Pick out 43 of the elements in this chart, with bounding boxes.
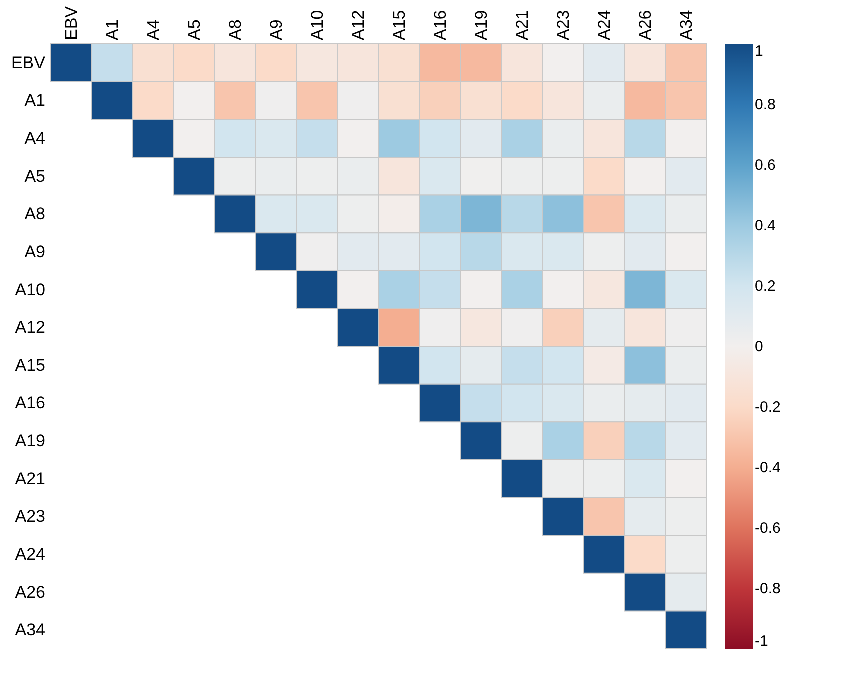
y-tick-label: A10 xyxy=(15,280,46,300)
y-tick-label: A21 xyxy=(15,469,46,488)
y-tick-label: A15 xyxy=(15,356,46,375)
y-tick-label: A4 xyxy=(24,129,46,148)
x-tick-label: A34 xyxy=(677,10,696,40)
x-tick-label: A19 xyxy=(472,10,491,40)
color-bar-label: 0.8 xyxy=(755,96,776,114)
x-tick-label: A24 xyxy=(595,10,614,40)
y-tick-label: EBV xyxy=(11,53,46,72)
color-bar-label: -0.4 xyxy=(755,460,781,476)
x-tick-label: A8 xyxy=(226,20,245,40)
x-tick-label: A1 xyxy=(103,20,122,40)
x-tick-label: EBV xyxy=(62,6,81,40)
y-tick-label: A23 xyxy=(15,507,46,526)
x-tick-label: A12 xyxy=(349,10,368,40)
color-bar-label: 0 xyxy=(755,338,764,356)
color-bar-label: 0.4 xyxy=(755,218,776,234)
color-bar-label: -0.8 xyxy=(755,580,781,598)
x-tick-label: A5 xyxy=(185,20,204,40)
x-tick-label: A4 xyxy=(144,20,163,40)
color-bar-label: 1 xyxy=(755,43,764,60)
x-tick-label: A16 xyxy=(431,10,450,40)
y-tick-label: A34 xyxy=(15,620,46,640)
y-tick-label: A24 xyxy=(15,544,46,564)
y-tick-label: A26 xyxy=(15,582,46,602)
y-tick-label: A19 xyxy=(15,432,46,451)
color-bar-label: -0.6 xyxy=(755,520,781,537)
y-tick-label: A9 xyxy=(24,242,46,262)
x-tick-label: A26 xyxy=(636,10,655,40)
color-bar-label: 0.2 xyxy=(755,278,776,295)
x-tick-label: A10 xyxy=(308,10,327,40)
color-bar-label: -0.2 xyxy=(755,399,781,416)
y-tick-label: A1 xyxy=(24,91,46,110)
color-bar-label: -1 xyxy=(755,633,768,650)
x-tick-label: A15 xyxy=(390,10,409,40)
x-tick-label: A9 xyxy=(267,20,286,40)
y-tick-label: A5 xyxy=(24,166,46,186)
x-tick-label: A21 xyxy=(513,10,532,40)
y-tick-label: A8 xyxy=(24,204,46,224)
x-tick-label: A23 xyxy=(554,10,573,40)
color-bar-label: 0.6 xyxy=(755,157,776,174)
y-tick-label: A12 xyxy=(15,318,46,338)
y-tick-label: A16 xyxy=(15,394,46,413)
